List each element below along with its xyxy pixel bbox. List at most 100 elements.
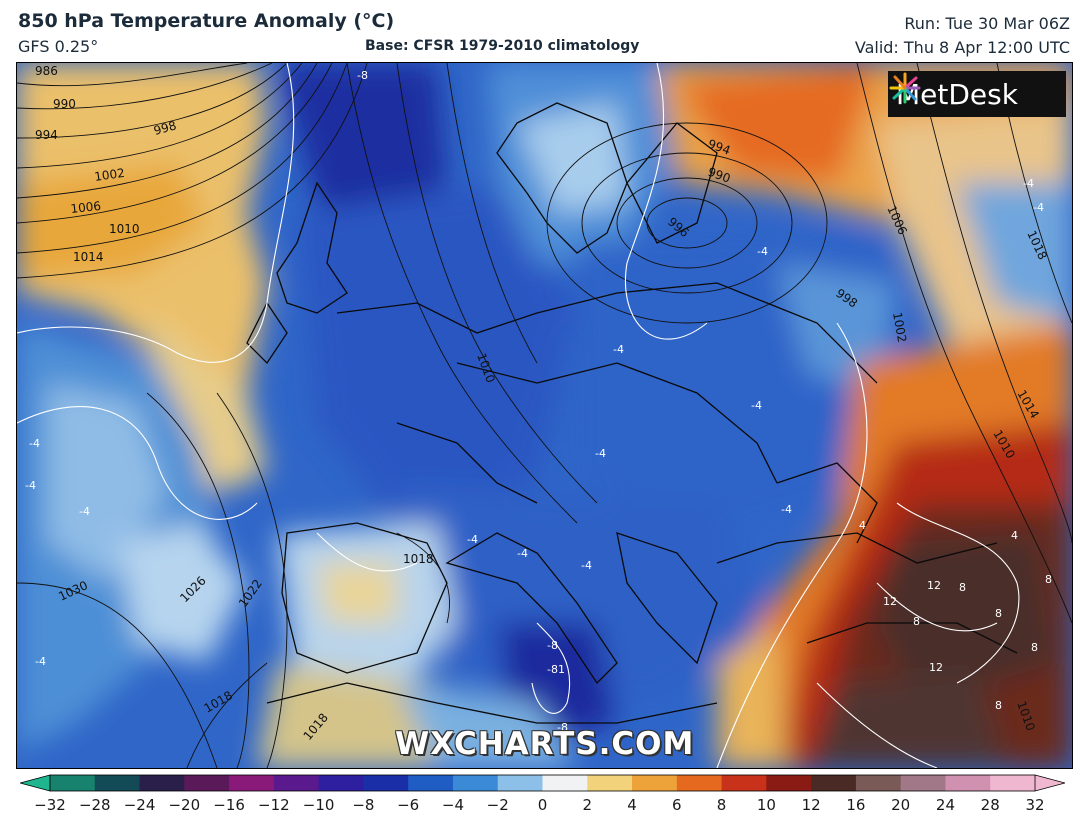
- colorbar-segment: [408, 775, 454, 791]
- anomaly-label: -4: [1033, 201, 1044, 214]
- anomaly-label: -4: [757, 245, 768, 258]
- anomaly-label: 4: [1011, 529, 1018, 542]
- anomaly-label: -4: [79, 505, 90, 518]
- colorbar-tick-label: 12: [801, 796, 821, 814]
- anomaly-label: -8: [547, 639, 558, 652]
- colorbar-segment: [587, 775, 633, 791]
- isobar-label: 990: [53, 97, 76, 111]
- colorbar-segment: [50, 775, 96, 791]
- isobar-label: 994: [35, 128, 58, 142]
- anomaly-label: 8: [913, 615, 920, 628]
- colorbar-segment: [542, 775, 588, 791]
- colorbar-tick-label: 24: [935, 796, 955, 814]
- colorbar-tick-label: −6: [397, 796, 420, 814]
- anomaly-label: 8: [1031, 641, 1038, 654]
- anomaly-label: -4: [29, 437, 40, 450]
- anomaly-contours: [17, 63, 1020, 768]
- colorbar-segment: [139, 775, 185, 791]
- anomaly-label: -8: [357, 69, 368, 82]
- climatology-base-label: Base: CFSR 1979-2010 climatology: [365, 38, 640, 54]
- metdesk-burst-icon: [889, 72, 921, 104]
- wxcharts-watermark: WXCHARTS.COM: [395, 726, 695, 762]
- isobar-label: 986: [35, 64, 58, 78]
- colorbar-segment: [184, 775, 230, 791]
- colorbar-tick-label: 8: [716, 796, 727, 814]
- colorbar-segment: [990, 775, 1036, 791]
- anomaly-label: -4: [581, 559, 592, 572]
- coastlines: [246, 102, 1018, 724]
- metdesk-logo-text: MetDesk: [896, 77, 1018, 111]
- colorbar-tick-label: −32: [34, 796, 66, 814]
- colorbar-tick-label: −24: [123, 796, 156, 814]
- isobars: [17, 63, 1072, 768]
- isobar-label: 1006: [70, 199, 102, 216]
- metdesk-logo: MetDesk: [888, 71, 1066, 117]
- colorbar: [20, 774, 1065, 792]
- colorbar-tick-label: −4: [441, 796, 465, 814]
- colorbar-segment: [945, 775, 991, 791]
- anomaly-label: -4: [595, 447, 606, 460]
- colorbar-segment: [766, 775, 812, 791]
- colorbar-tick-label: −16: [213, 796, 245, 814]
- colorbar-frame: [49, 774, 1036, 792]
- colorbar-segment: [811, 775, 857, 791]
- colorbar-tick-label: 4: [627, 796, 637, 814]
- colorbar-segment: [363, 775, 409, 791]
- anomaly-label: -4: [25, 479, 36, 492]
- valid-time-label: Valid: Thu 8 Apr 12:00 UTC: [854, 38, 1070, 57]
- colorbar-tick-label: 10: [756, 796, 776, 814]
- colorbar-segment: [900, 775, 946, 791]
- colorbar-tick-label: 32: [1025, 796, 1045, 814]
- colorbar-tick-label: 28: [980, 796, 1000, 814]
- colorbar-segment: [676, 775, 723, 791]
- anomaly-label: -4: [467, 533, 478, 546]
- colorbar-segment: [229, 775, 275, 791]
- anomaly-label: -4: [751, 399, 762, 412]
- colorbar-segment: [721, 775, 767, 791]
- anomaly-label: -8: [557, 721, 568, 734]
- anomaly-map: 986 990 994 998 1002 1006 1010 1014 994 …: [16, 62, 1073, 769]
- anomaly-label-group: -8 -4 -4 -4 -4 -4 -4 -4 -4 -4 -4 -4 -8 -…: [25, 69, 1052, 734]
- colorbar-min-arrow: [20, 774, 51, 792]
- colorbar-segment: [273, 775, 320, 791]
- isobar-label: 998: [152, 118, 178, 137]
- model-label: GFS 0.25°: [18, 37, 99, 56]
- colorbar-tick-label: 16: [846, 796, 866, 814]
- colorbar-tick-label: −20: [168, 796, 201, 814]
- anomaly-label: 12: [883, 595, 897, 608]
- colorbar-tick-label: 6: [672, 796, 682, 814]
- colorbar-tick-label: 20: [891, 796, 911, 814]
- colorbar-tick-label: −8: [352, 796, 375, 814]
- colorbar-segment: [318, 775, 364, 791]
- colorbar-segment: [94, 775, 141, 791]
- anomaly-label: -4: [35, 655, 46, 668]
- anomaly-label: 4: [859, 519, 866, 532]
- anomaly-label: 8: [995, 699, 1002, 712]
- colorbar-segment: [632, 775, 678, 791]
- colorbar-ticks: −32 −28 −24 −20 −16 −12 −10 −8 −6 −4 −2 0 2 4 6 8 10 12 16…: [0, 796, 1088, 820]
- anomaly-label: 12: [927, 579, 941, 592]
- colorbar-tick-label: −28: [78, 796, 111, 814]
- isobar-label: 1010: [109, 222, 140, 236]
- isobar-label: 1002: [890, 311, 909, 344]
- colorbar-tick-label: −10: [302, 796, 335, 814]
- anomaly-label: -81: [547, 663, 565, 676]
- colorbar-segment: [855, 775, 902, 791]
- colorbar-tick-label: −2: [486, 796, 509, 814]
- colorbar-segment: [452, 775, 499, 791]
- anomaly-label: -4: [613, 343, 624, 356]
- colorbar-segment: [497, 775, 543, 791]
- run-time-label: Run: Tue 30 Mar 06Z: [904, 14, 1070, 33]
- anomaly-label: 8: [995, 607, 1002, 620]
- chart-title: 850 hPa Temperature Anomaly (°C): [18, 10, 395, 32]
- colorbar-tick-label: 0: [537, 796, 548, 814]
- map-canvas: 986 990 994 998 1002 1006 1010 1014 994 …: [17, 63, 1072, 768]
- anomaly-label: -4: [781, 503, 792, 516]
- colorbar-max-arrow: [1034, 774, 1065, 792]
- anomaly-label: -4: [1023, 177, 1034, 190]
- isobar-label: 1014: [73, 250, 104, 264]
- anomaly-label: 8: [959, 581, 966, 594]
- anomaly-label: -4: [517, 547, 528, 560]
- isobar-label: 1002: [93, 166, 125, 184]
- anomaly-label: 12: [929, 661, 943, 674]
